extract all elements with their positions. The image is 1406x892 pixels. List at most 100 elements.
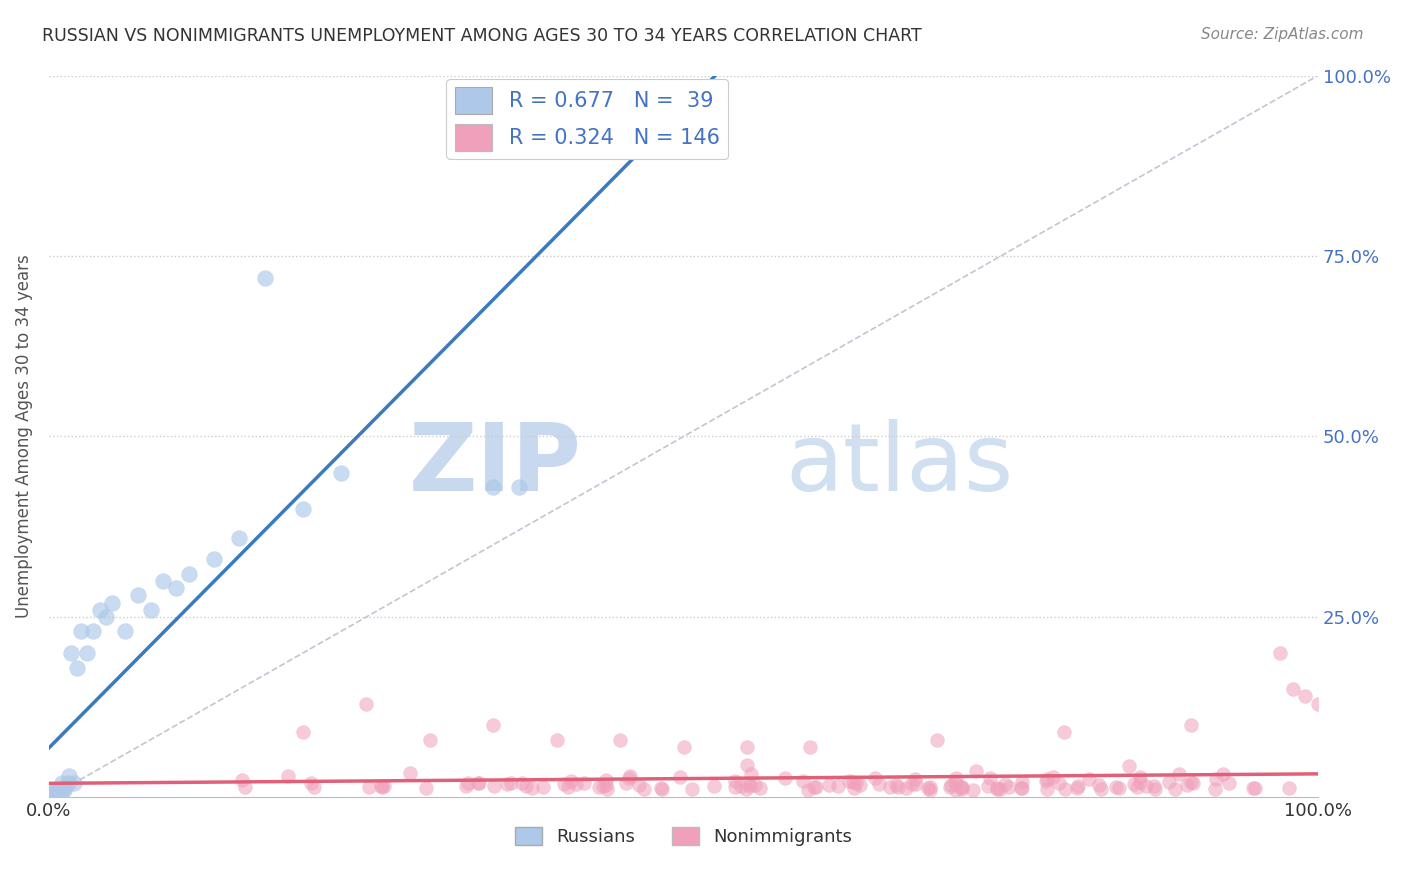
Point: [619, 772, 641, 786]
Point: [950, 780, 973, 794]
Point: [845, 776, 868, 790]
Point: [1010, 781, 1032, 796]
Point: [69, 624, 91, 639]
Point: [596, 781, 619, 796]
Point: [1241, 780, 1264, 795]
Point: [595, 772, 617, 787]
Point: [415, 780, 437, 795]
Point: [986, 780, 1008, 795]
Point: [1054, 782, 1077, 797]
Point: [231, 772, 253, 787]
Point: [299, 776, 322, 790]
Point: [42, 787, 65, 801]
Point: [1278, 780, 1301, 795]
Point: [233, 780, 256, 794]
Point: [703, 780, 725, 794]
Point: [588, 780, 610, 795]
Point: [1035, 774, 1057, 789]
Point: [950, 782, 973, 797]
Point: [63, 776, 86, 790]
Point: [1205, 772, 1227, 787]
Point: [927, 732, 949, 747]
Point: [1268, 646, 1291, 660]
Point: [46, 787, 69, 801]
Point: [609, 732, 631, 747]
Point: [900, 777, 922, 791]
Point: [467, 776, 489, 790]
Point: [868, 777, 890, 791]
Point: [515, 779, 537, 793]
Point: [228, 531, 250, 545]
Point: [55, 780, 77, 794]
Point: [998, 780, 1021, 795]
Text: RUSSIAN VS NONIMMIGRANTS UNEMPLOYMENT AMONG AGES 30 TO 34 YEARS CORRELATION CHAR: RUSSIAN VS NONIMMIGRANTS UNEMPLOYMENT AM…: [42, 27, 922, 45]
Point: [1167, 767, 1189, 781]
Point: [595, 778, 617, 792]
Point: [740, 766, 762, 780]
Point: [1067, 779, 1090, 793]
Point: [965, 764, 987, 779]
Point: [792, 774, 814, 789]
Point: [45, 787, 67, 801]
Point: [939, 780, 962, 795]
Point: [1126, 780, 1149, 794]
Point: [1182, 776, 1205, 790]
Point: [735, 781, 758, 796]
Point: [482, 780, 505, 794]
Point: [202, 552, 225, 566]
Point: [918, 783, 941, 797]
Point: [510, 776, 533, 790]
Point: [1042, 771, 1064, 785]
Point: [1108, 780, 1130, 795]
Point: [574, 776, 596, 790]
Point: [101, 595, 124, 609]
Point: [886, 780, 908, 795]
Point: [152, 574, 174, 588]
Point: [1035, 772, 1057, 787]
Point: [592, 779, 614, 793]
Point: [1143, 779, 1166, 793]
Point: [797, 783, 820, 797]
Point: [849, 778, 872, 792]
Point: [920, 780, 942, 795]
Point: [773, 771, 796, 785]
Point: [59, 646, 82, 660]
Point: [939, 779, 962, 793]
Point: [672, 739, 695, 754]
Point: [482, 480, 505, 494]
Y-axis label: Unemployment Among Ages 30 to 34 years: Unemployment Among Ages 30 to 34 years: [15, 254, 32, 618]
Point: [1053, 725, 1076, 739]
Point: [45, 783, 67, 797]
Point: [1143, 781, 1166, 796]
Point: [456, 779, 478, 793]
Point: [302, 780, 325, 794]
Point: [962, 783, 984, 797]
Point: [165, 581, 187, 595]
Point: [370, 779, 392, 793]
Point: [58, 769, 80, 783]
Point: [1011, 775, 1033, 789]
Point: [1036, 781, 1059, 796]
Point: [1204, 781, 1226, 796]
Text: ZIP: ZIP: [409, 419, 582, 511]
Point: [357, 780, 380, 794]
Point: [904, 772, 927, 786]
Point: [277, 769, 299, 783]
Legend: Russians, Nonimmigrants: Russians, Nonimmigrants: [508, 820, 859, 854]
Point: [818, 778, 841, 792]
Point: [838, 774, 860, 789]
Point: [977, 780, 1000, 794]
Point: [501, 776, 523, 790]
Point: [1066, 780, 1088, 795]
Point: [1308, 697, 1330, 711]
Point: [806, 780, 828, 795]
Point: [827, 779, 849, 793]
Point: [560, 774, 582, 789]
Point: [905, 777, 928, 791]
Point: [1244, 780, 1267, 795]
Point: [988, 782, 1011, 797]
Point: [553, 777, 575, 791]
Point: [39, 787, 62, 801]
Point: [735, 739, 758, 754]
Point: [841, 774, 863, 789]
